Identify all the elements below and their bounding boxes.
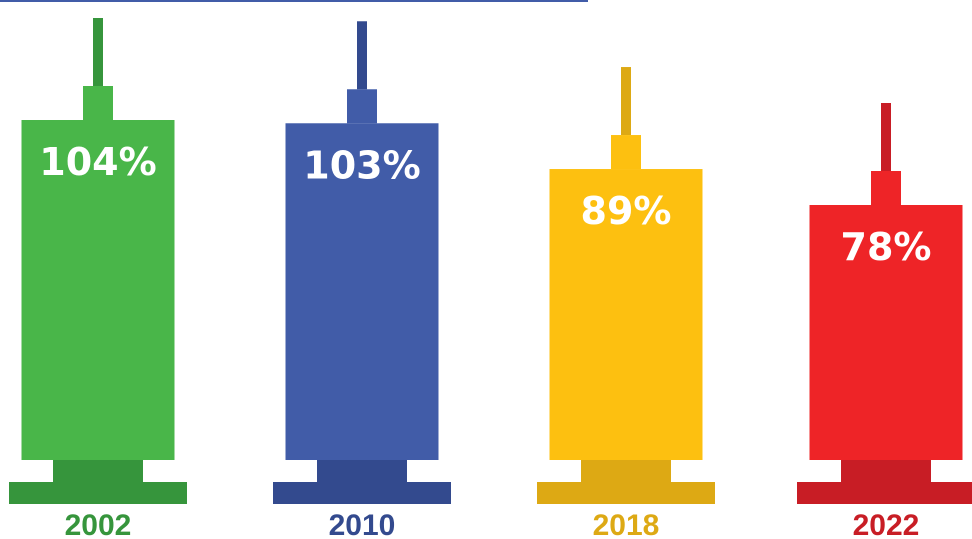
syringe-needle bbox=[621, 67, 631, 136]
syringe-plunger-hub bbox=[317, 460, 407, 482]
syringe-needle bbox=[93, 18, 103, 86]
data-label: 103% bbox=[303, 143, 420, 187]
syringe-bar-2010: 103% 2010 bbox=[273, 21, 451, 539]
x-tick-label: 2002 bbox=[65, 509, 132, 539]
syringe-flange bbox=[797, 482, 972, 504]
syringe-bar-2022: 78% 2022 bbox=[797, 103, 972, 539]
x-tick-label: 2018 bbox=[593, 509, 660, 539]
syringe-bar-2002: 104% 2002 bbox=[9, 18, 187, 539]
bar bbox=[549, 169, 703, 461]
syringe-plunger-hub bbox=[53, 460, 143, 482]
x-tick-label: 2010 bbox=[329, 509, 396, 539]
x-tick-label: 2022 bbox=[853, 509, 920, 539]
syringe-collar bbox=[347, 89, 377, 124]
bar bbox=[21, 120, 175, 460]
bar bbox=[809, 205, 963, 460]
syringe-needle bbox=[881, 103, 891, 171]
data-label: 78% bbox=[841, 225, 932, 269]
syringe-collar bbox=[83, 86, 113, 120]
data-label: 104% bbox=[39, 140, 156, 184]
syringe-bar-2018: 89% 2018 bbox=[537, 67, 715, 539]
top-rule bbox=[0, 0, 588, 2]
syringe-plunger-hub bbox=[841, 460, 931, 482]
syringe-flange bbox=[537, 482, 715, 504]
syringe-flange bbox=[9, 482, 187, 504]
syringe-plunger-hub bbox=[581, 460, 671, 482]
bar bbox=[285, 123, 439, 461]
syringe-needle bbox=[357, 21, 367, 90]
syringe-collar bbox=[871, 171, 901, 205]
syringe-flange bbox=[273, 482, 451, 504]
data-label: 89% bbox=[581, 189, 672, 233]
syringe-collar bbox=[611, 135, 641, 170]
